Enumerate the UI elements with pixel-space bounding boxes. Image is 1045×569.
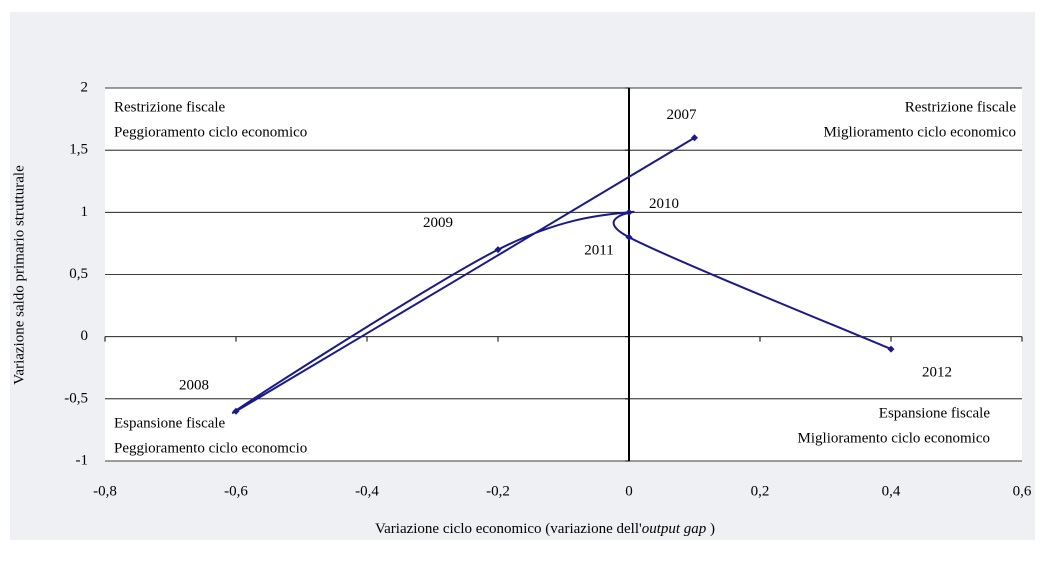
point-marker: [887, 345, 895, 353]
point-marker: [625, 208, 633, 216]
x-axis-title-part: Variazione ciclo economico (variazione d…: [375, 521, 642, 537]
point-marker: [494, 246, 502, 254]
annotation: Peggioramento ciclo economico: [114, 124, 307, 140]
x-axis-title: Variazione ciclo economico (variazione d…: [375, 521, 715, 537]
y-tick-label: 0,5: [69, 266, 88, 282]
x-tick-label: -0,8: [93, 483, 117, 499]
annotation: Miglioramento ciclo economico: [824, 124, 1016, 140]
y-tick-label: 0: [81, 328, 89, 344]
x-tick-label: 0,4: [882, 483, 901, 499]
annotation: Restrizione fiscale: [114, 99, 226, 115]
annotation: Espansione fiscale: [114, 415, 226, 431]
annotation: Peggioramento ciclo economcio: [114, 440, 307, 456]
x-axis-title-part: ): [706, 521, 715, 537]
annotation: Restrizione fiscale: [905, 99, 1017, 115]
y-tick-label: 2: [81, 79, 89, 95]
point-label: 2011: [584, 243, 613, 259]
x-tick-label: -0,2: [486, 483, 510, 499]
y-tick-label: 1,5: [69, 142, 88, 158]
y-tick-label: 1: [81, 204, 89, 220]
point-label: 2008: [179, 378, 209, 394]
x-axis-title-part: output gap: [642, 521, 707, 537]
x-tick-label: 0,6: [1013, 483, 1032, 499]
point-label: 2009: [423, 215, 453, 231]
annotation: Espansione fiscale: [879, 405, 991, 421]
x-tick-label: -0,6: [224, 483, 248, 499]
point-label: 2010: [649, 196, 679, 212]
y-axis-title: Variazione saldo primario strutturale: [11, 165, 27, 385]
point-label: 2012: [922, 365, 952, 381]
point-label: 2007: [667, 107, 698, 123]
y-tick-label: -0,5: [64, 390, 88, 406]
point-marker: [232, 407, 240, 415]
annotation: Miglioramento ciclo economico: [798, 430, 990, 446]
x-tick-label: -0,4: [355, 483, 379, 499]
x-tick-label: 0,2: [751, 483, 770, 499]
point-marker: [625, 233, 633, 241]
y-tick-label: -1: [76, 452, 89, 468]
point-marker: [691, 134, 698, 142]
x-tick-label: 0: [625, 483, 633, 499]
